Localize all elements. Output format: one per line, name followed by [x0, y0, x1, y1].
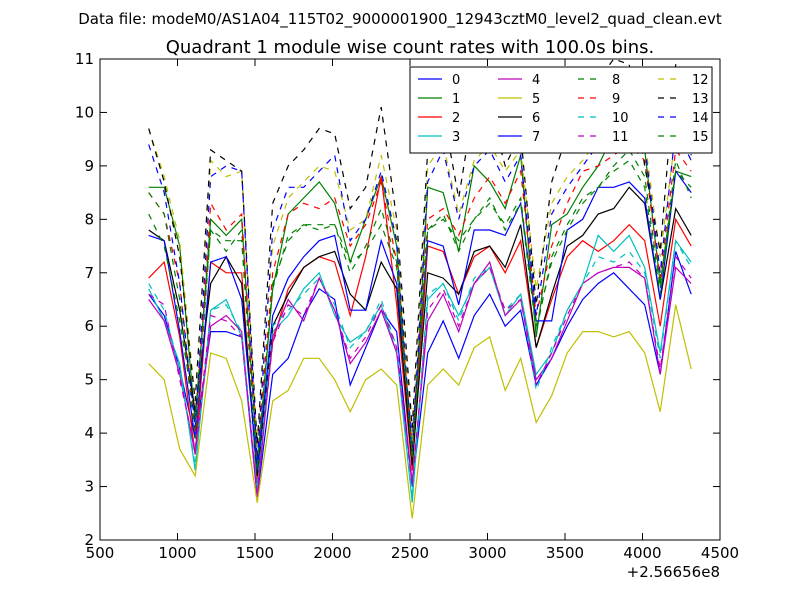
- legend-label: 5: [532, 92, 540, 107]
- x-tick-label: 3500: [546, 544, 584, 562]
- legend-label: 12: [692, 73, 709, 88]
- x-tick-label: 500: [86, 544, 115, 562]
- legend-label: 6: [532, 111, 540, 126]
- legend-box: [409, 66, 713, 154]
- series-line-9: [148, 143, 692, 460]
- y-tick-label: 4: [84, 424, 94, 442]
- series-line-12: [148, 122, 692, 444]
- series-line-5: [148, 304, 692, 519]
- x-tick-label: 2000: [313, 544, 351, 562]
- legend-label: 1: [452, 92, 460, 107]
- data-file-caption: Data file: modeM0/AS1A04_115T02_90000019…: [78, 10, 722, 29]
- legend-label: 15: [692, 130, 709, 145]
- y-tick-label: 11: [75, 50, 94, 68]
- series-line-0: [148, 251, 692, 498]
- legend-label: 10: [612, 111, 629, 126]
- x-tick-label: 2500: [391, 544, 429, 562]
- y-tick-label: 10: [75, 103, 94, 121]
- x-tick-label: 1500: [236, 544, 274, 562]
- y-tick-label: 8: [84, 210, 94, 228]
- y-tick-label: 9: [84, 157, 94, 175]
- y-tick-label: 5: [84, 371, 94, 389]
- series-line-15: [148, 159, 692, 471]
- x-tick-label: 4500: [701, 544, 739, 562]
- series-line-2: [148, 176, 692, 482]
- legend-label: 14: [692, 111, 709, 126]
- y-tick-label: 2: [84, 531, 94, 549]
- x-tick-label: 3000: [468, 544, 506, 562]
- series-line-6: [148, 186, 692, 476]
- legend-label: 3: [452, 130, 460, 145]
- legend-label: 2: [452, 111, 460, 126]
- series-line-10: [148, 238, 692, 498]
- y-tick-label: 7: [84, 264, 94, 282]
- series-line-8: [148, 148, 692, 460]
- legend-label: 13: [692, 92, 709, 107]
- plot-area: 500 1000 1500 2000 2500 3000 3500 4000 4500 2 3 4 5 6…: [75, 50, 739, 562]
- legend-label: 8: [612, 73, 620, 88]
- legend-label: 11: [612, 130, 629, 145]
- x-tick-label: 1000: [158, 544, 196, 562]
- legend-label: 7: [532, 130, 540, 145]
- y-tick-label: 6: [84, 317, 94, 335]
- legend-label: 9: [612, 92, 620, 107]
- y-tick-label: 3: [84, 478, 94, 496]
- series-lines: [148, 59, 692, 519]
- chart-title: Quadrant 1 module wise count rates with …: [166, 37, 655, 58]
- series-line-11: [148, 255, 692, 492]
- x-tick-label: 4000: [623, 544, 661, 562]
- legend-label: 0: [452, 73, 460, 88]
- x-axis-offset-label: +2.56656e8: [627, 563, 720, 581]
- legend-label: 4: [532, 73, 540, 88]
